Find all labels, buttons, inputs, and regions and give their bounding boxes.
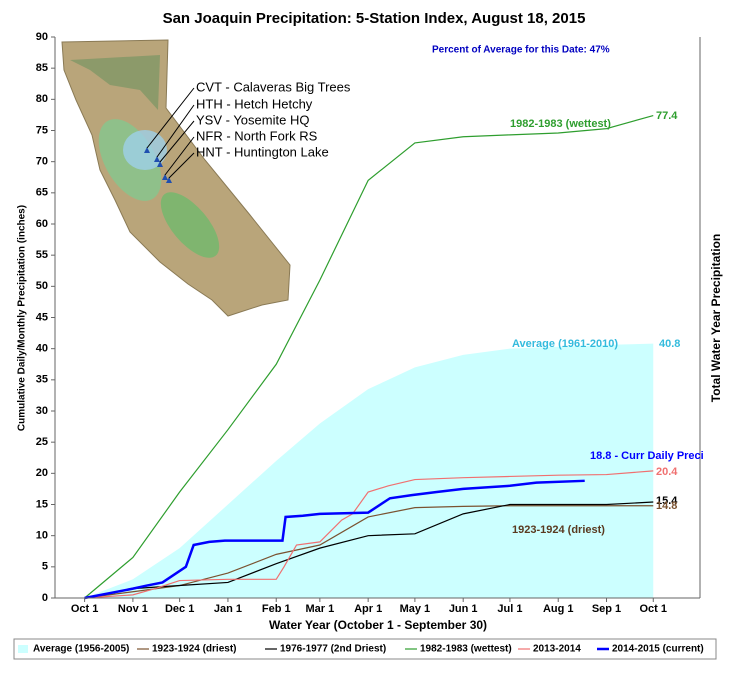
y-tick-label: 30 — [36, 405, 48, 417]
line — [84, 479, 585, 600]
annotation: 40.8 — [659, 338, 680, 350]
x-tick-label: Nov 1 — [118, 603, 148, 615]
annotation: 15.4 — [656, 495, 678, 507]
y-tick-label: 25 — [36, 436, 48, 448]
x-tick-label: Sep 1 — [592, 603, 621, 615]
y2-axis-title: Total Water Year Precipitation — [709, 234, 723, 403]
y-tick-label: 15 — [36, 498, 48, 510]
legend-items: Average (1956-2005) 1923-1924 (driest) 197… — [18, 644, 704, 655]
y-tick-label: 80 — [36, 93, 48, 105]
x-tick-label: Jul 1 — [497, 603, 522, 615]
station-label: NFR - North Fork RS — [196, 128, 318, 143]
annotation: 77.4 — [656, 110, 678, 122]
y-tick-label: 90 — [36, 31, 48, 43]
x-tick-label: Feb 1 — [262, 603, 291, 615]
area — [84, 343, 654, 598]
x-tick-label: Jun 1 — [449, 603, 478, 615]
stations — [144, 147, 172, 183]
y-tick-label: 35 — [36, 374, 48, 386]
line — [84, 501, 654, 599]
chart-title: San Joaquin Precipitation: 5-Station Ind… — [163, 10, 586, 27]
legend-label: 2014-2015 (current) — [612, 644, 704, 655]
x-tick-label: Oct 1 — [640, 603, 668, 615]
annotation: Percent of Average for this Date: 47% — [432, 45, 610, 56]
y-tick-label: 65 — [36, 187, 48, 199]
legend — [13, 638, 717, 660]
y-tick-label: 85 — [36, 62, 48, 74]
x-tick-label: Oct 1 — [71, 603, 99, 615]
x-tick-label: Apr 1 — [354, 603, 382, 615]
x-axis-title: Water Year (October 1 - September 30) — [269, 618, 487, 632]
x-tick-label: Aug 1 — [543, 603, 574, 615]
x-tick-label: Mar 1 — [305, 603, 334, 615]
y-tick-label: 40 — [36, 343, 48, 355]
y-tick-label: 60 — [36, 218, 48, 230]
annotations: Percent of Average for this Date: 47% 19… — [432, 45, 704, 536]
station-label: HNT - Huntington Lake — [196, 144, 329, 159]
y-tick-label: 0 — [42, 592, 48, 604]
legend-label: 1923-1924 (driest) — [152, 644, 237, 655]
y-tick-label: 20 — [36, 467, 48, 479]
y-tick-label: 10 — [36, 530, 48, 542]
x-tick-label: Dec 1 — [165, 603, 194, 615]
legend-swatch — [18, 645, 28, 653]
annotation: 14.8 — [656, 500, 677, 512]
leader-lines — [146, 87, 195, 179]
y-tick-label: 70 — [36, 156, 48, 168]
legend-label: 2013-2014 — [533, 644, 581, 655]
x-tick-label: May 1 — [400, 603, 431, 615]
y-tick-label: 75 — [36, 124, 48, 136]
line — [84, 470, 654, 599]
map: CVT - Calaveras Big Trees HTH - Hetch He… — [61, 39, 351, 317]
line — [84, 114, 654, 599]
south-valley — [160, 192, 220, 258]
station-label: YSV - Yosemite HQ — [196, 112, 309, 127]
x-tick-label: Jan 1 — [214, 603, 242, 615]
y-axis-title: Cumulative Daily/Monthly Precipitation (… — [17, 205, 28, 431]
legend-label: Average (1956-2005) — [33, 644, 129, 655]
legend-label: 1982-1983 (wettest) — [420, 644, 512, 655]
annotation: Average (1961-2010) — [512, 338, 618, 350]
station-label: HTH - Hetch Hetchy — [196, 96, 313, 111]
y-tick-label: 55 — [36, 249, 48, 261]
y-tick-label: 45 — [36, 311, 48, 323]
annotation: 20.4 — [656, 466, 678, 478]
california-shape — [61, 39, 291, 317]
north-region — [70, 55, 160, 110]
annotation: 1923-1924 (driest) — [512, 524, 605, 536]
station-label: CVT - Calaveras Big Trees — [196, 79, 351, 94]
annotation: 18.8 - Curr Daily Preci — [590, 450, 704, 462]
y-tick-label: 5 — [42, 561, 48, 573]
legend-label: 1976-1977 (2nd Driest) — [280, 644, 386, 655]
y-tick-label: 50 — [36, 280, 48, 292]
annotation: 1982-1983 (wettest) — [510, 118, 611, 130]
